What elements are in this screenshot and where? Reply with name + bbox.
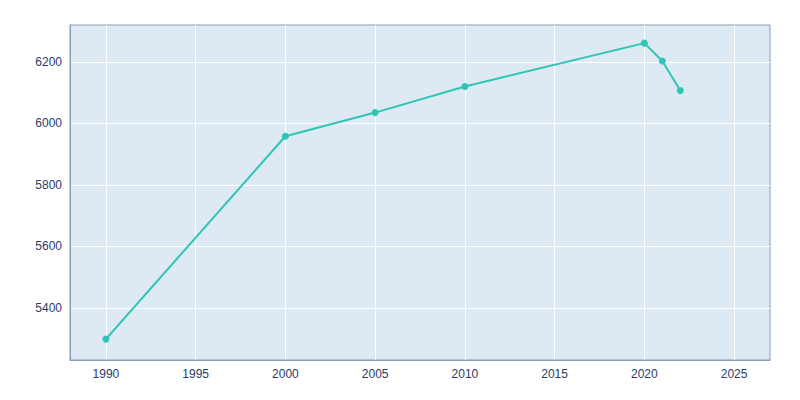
svg-text:2000: 2000 [272, 367, 299, 381]
svg-text:2025: 2025 [721, 367, 748, 381]
svg-text:5800: 5800 [35, 178, 62, 192]
svg-text:6200: 6200 [35, 55, 62, 69]
svg-text:2020: 2020 [631, 367, 658, 381]
svg-text:1990: 1990 [93, 367, 120, 381]
svg-text:2015: 2015 [541, 367, 568, 381]
svg-text:5400: 5400 [35, 301, 62, 315]
svg-text:2010: 2010 [452, 367, 479, 381]
svg-text:1995: 1995 [182, 367, 209, 381]
svg-text:6000: 6000 [35, 116, 62, 130]
svg-text:2005: 2005 [362, 367, 389, 381]
svg-text:5600: 5600 [35, 239, 62, 253]
